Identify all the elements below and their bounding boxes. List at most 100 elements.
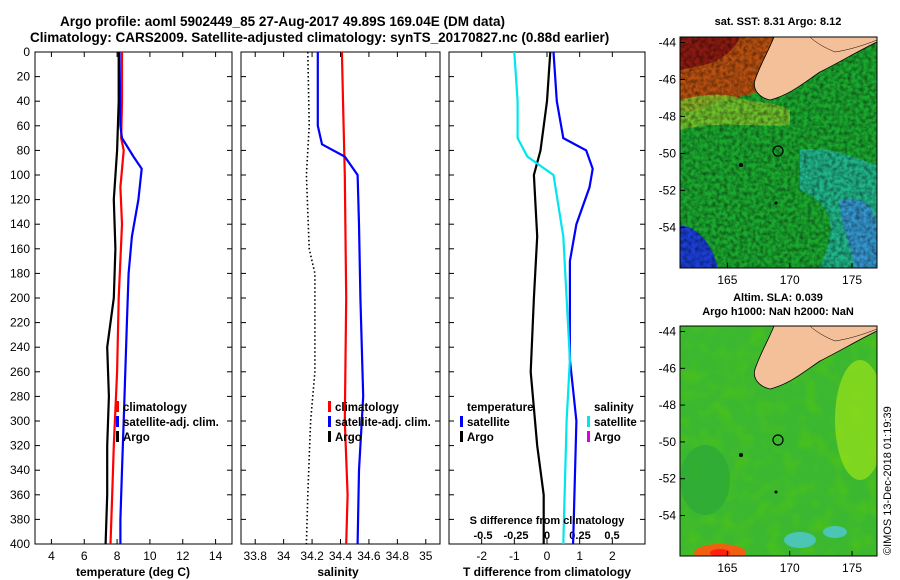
depth-tick-label: 400 <box>10 537 30 551</box>
s-x-tick-label: -0.5 <box>474 530 493 542</box>
depth-tick-label: 20 <box>17 70 31 84</box>
x-tick-label: -1 <box>509 549 520 563</box>
x-tick-label: 14 <box>209 549 223 563</box>
sla-low-anomaly-1 <box>784 532 816 548</box>
sla-argo-location-marker <box>772 434 784 446</box>
depth-tick-label: 120 <box>10 193 30 207</box>
depth-tick-label: 80 <box>17 143 31 157</box>
x-tick-label: 10 <box>143 549 157 563</box>
lat-tick-label: -44 <box>659 325 677 339</box>
s-x-tick-label: 0.25 <box>569 530 590 542</box>
imos-credit: ©IMOS 13-Dec-2018 01:19:39 <box>882 406 894 555</box>
x-tick-label: 2 <box>609 549 616 563</box>
legend-t-satellite-label: satellite <box>467 417 510 429</box>
depth-tick-label: 340 <box>10 463 30 477</box>
lat-tick-label: -46 <box>659 73 677 87</box>
x-tick-label: 8 <box>114 549 121 563</box>
temperature-x-axis: 4 6 8 10 12 14 <box>35 51 232 563</box>
legend-satellite-label: satellite-adj. clim. <box>123 417 219 429</box>
salinity-xlabel: salinity <box>317 565 359 579</box>
lat-tick-label: -54 <box>659 509 677 523</box>
sla-island-campbell <box>774 490 778 494</box>
sal-legend-argo-swatch <box>328 431 331 442</box>
sal-legend-satellite-swatch <box>328 416 331 427</box>
depth-tick-label: 320 <box>10 439 30 453</box>
legend-s-satellite-swatch <box>587 416 590 427</box>
salinity-legend: climatology satellite-adj. clim. Argo <box>328 401 431 444</box>
depth-tick-label: 200 <box>10 291 30 305</box>
sst-lat-axis: -44 -46 -48 -50 -52 -54 <box>659 36 685 234</box>
lat-tick-label: -50 <box>659 146 677 160</box>
sst-island-auckland <box>739 163 743 167</box>
depth-tick-label: 100 <box>10 168 30 182</box>
x-tick-label: 34.2 <box>300 549 324 563</box>
depth-tick-label: 160 <box>10 242 30 256</box>
sla-map <box>680 326 877 556</box>
x-tick-label: -2 <box>476 549 487 563</box>
legend-s-argo-label: Argo <box>594 432 621 444</box>
temperature-axes-frame <box>34 51 233 545</box>
lat-tick-label: -46 <box>659 361 677 375</box>
lat-tick-label: -52 <box>659 472 677 486</box>
x-tick-label: 4 <box>48 549 55 563</box>
lon-tick-label: 175 <box>842 561 862 575</box>
lat-tick-label: -54 <box>659 220 677 234</box>
temperature-series <box>104 51 143 545</box>
sal-legend-satellite-label: satellite-adj. clim. <box>335 417 431 429</box>
sal-legend-climatology-swatch <box>328 401 331 412</box>
lon-tick-label: 170 <box>780 561 800 575</box>
legend-s-argo-swatch <box>587 431 590 442</box>
legend-t-argo-swatch <box>460 431 463 442</box>
sla-lat-axis: -44 -46 -48 -50 -52 -54 <box>659 325 685 523</box>
depth-tick-label: 40 <box>17 94 31 108</box>
sst-land-north <box>809 37 877 53</box>
difference-legend: temperature satellite Argo salinity sate… <box>460 402 637 444</box>
sla-map-title-line2: Argo h1000: NaN h2000: NaN <box>702 306 854 318</box>
lon-tick-label: 170 <box>780 273 800 287</box>
depth-tick-label: 60 <box>17 119 31 133</box>
x-tick-label: 1 <box>576 549 583 563</box>
sst-island-campbell <box>774 201 778 205</box>
lat-tick-label: -48 <box>659 109 677 123</box>
sst-map-frame <box>679 36 878 269</box>
depth-tick-label: 360 <box>10 488 30 502</box>
sst-argo-location-marker <box>772 145 784 157</box>
t-difference-xlabel: T difference from climatology <box>463 565 631 579</box>
x-tick-label: 34.8 <box>386 549 410 563</box>
figure-title-line1: Argo profile: aoml 5902449_85 27-Aug-201… <box>60 14 505 29</box>
series-line-climatology <box>340 51 349 545</box>
depth-axis: 0 20 40 60 80 100 120 140 160 180 200 220 240 260 280 3… <box>10 45 30 551</box>
legend-climatology-label: climatology <box>123 402 188 414</box>
depth-tick-label: 0 <box>23 45 30 59</box>
s-difference-x-axis: -0.5 -0.25 0 0.25 0.5 <box>474 530 620 542</box>
depth-tick-label: 380 <box>10 512 30 526</box>
legend-s-satellite-label: satellite <box>594 417 637 429</box>
legend-climatology-swatch <box>116 401 119 412</box>
sst-map <box>680 37 877 268</box>
s-x-tick-label: -0.25 <box>503 530 528 542</box>
lat-tick-label: -44 <box>659 36 677 50</box>
x-tick-label: 12 <box>176 549 190 563</box>
series-line-satellite-adj-clim- <box>118 51 143 544</box>
x-tick-label: 6 <box>81 549 88 563</box>
temperature-panel: 0 20 40 60 80 100 120 140 160 180 200 220 240 260 280 3… <box>10 45 233 579</box>
difference-panel: -2 -1 0 1 2 -0.5 -0.25 0 0.25 0.5 T difference f… <box>448 51 646 579</box>
depth-tick-label: 240 <box>10 340 30 354</box>
difference-axes-frame <box>448 51 646 545</box>
series-line-satellite-adj-clim- <box>316 52 365 545</box>
series-line-t-satellite <box>552 51 594 545</box>
x-tick-label: 33.8 <box>244 549 268 563</box>
s-x-tick-label: 0.5 <box>604 530 619 542</box>
sla-island-auckland <box>739 453 743 457</box>
depth-tick-label: 180 <box>10 266 30 280</box>
legend-argo-swatch <box>116 431 119 442</box>
sla-low-anomaly-2 <box>823 526 847 538</box>
legend-t-satellite-swatch <box>460 416 463 427</box>
sst-land-new-zealand <box>753 37 877 101</box>
x-tick-label: 0 <box>544 549 551 563</box>
depth-tick-label: 300 <box>10 414 30 428</box>
sla-map-frame <box>679 325 878 557</box>
x-tick-label: 35 <box>419 549 433 563</box>
x-tick-label: 34 <box>277 549 291 563</box>
